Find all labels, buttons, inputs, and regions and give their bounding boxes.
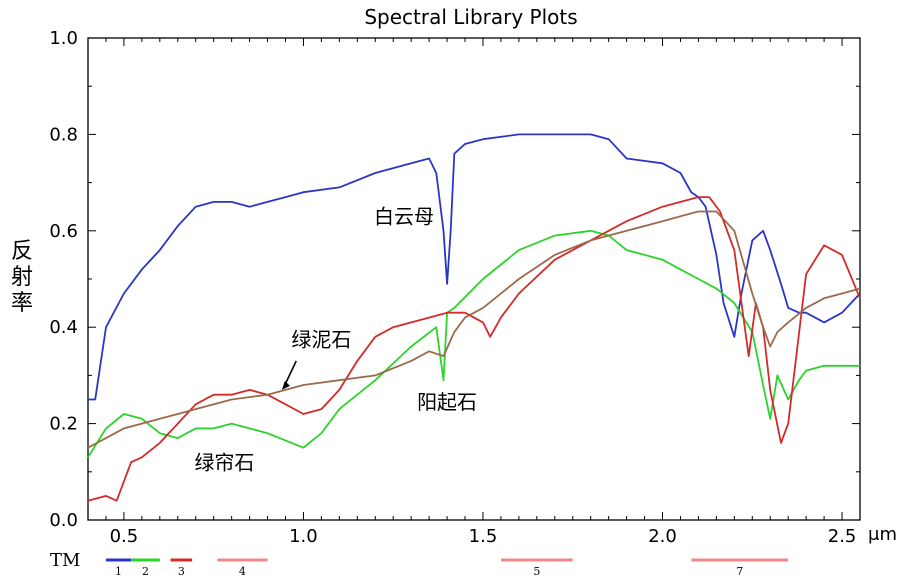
series-layer	[87, 133, 861, 502]
y-tick-label: 1.0	[49, 28, 78, 49]
x-axis-unit-label: μm	[868, 524, 897, 545]
x-tick-label: 2.5	[828, 526, 857, 547]
y-tick-label: 0.0	[49, 510, 78, 531]
y-tick-label: 0.8	[49, 124, 78, 145]
y-axis-label: 反射率	[11, 239, 33, 316]
chart-title: Spectral Library Plots	[364, 5, 577, 29]
y-tick-label: 0.4	[49, 317, 78, 338]
y-axis-label-char: 率	[11, 291, 33, 316]
tm-band-label: 4	[239, 565, 246, 578]
x-tick-label: 1.0	[289, 526, 318, 547]
axis-ticks: 0.5 1.0 1.5 2.0 2.5 0.0 0.2 0.4 0.6 0.8 1.0	[49, 28, 861, 547]
series-annotation: 绿泥石	[291, 327, 351, 351]
tm-band-label: 5	[533, 565, 540, 578]
series-annotation: 阳起石	[417, 390, 477, 414]
series-annotation: 绿帘石	[194, 450, 254, 474]
y-axis-label-char: 射	[11, 265, 33, 290]
tm-band-label: 7	[736, 565, 743, 578]
y-tick-label: 0.2	[49, 414, 78, 435]
x-tick-label: 0.5	[110, 526, 139, 547]
tm-band-label: 1	[115, 565, 122, 578]
series-line	[87, 210, 861, 449]
x-tick-label: 2.0	[648, 526, 677, 547]
x-tick-label: 1.5	[469, 526, 498, 547]
tm-label: TM	[50, 550, 80, 571]
y-tick-label: 0.6	[49, 221, 78, 242]
annotation-arrow-head	[281, 380, 290, 390]
y-axis-label-char: 反	[11, 239, 33, 264]
tm-band-label: 3	[178, 565, 185, 578]
series-annotation: 白云母	[374, 205, 434, 229]
tm-band-label: 2	[142, 565, 149, 578]
tm-band-legend: TM 1 2 3 4 5 7	[50, 550, 789, 578]
series-line	[88, 133, 861, 401]
